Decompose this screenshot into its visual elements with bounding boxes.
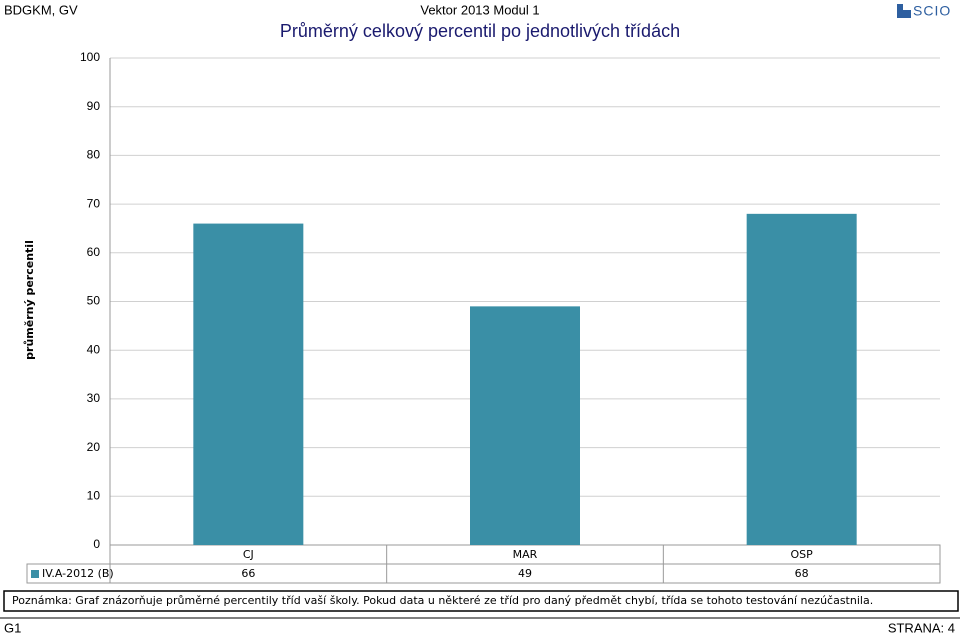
footer-left: G1 — [4, 620, 21, 635]
bar — [746, 213, 857, 545]
x-tick-label: CJ — [243, 548, 254, 561]
y-tick-label: 70 — [87, 196, 101, 210]
note: Poznámka: Graf znázorňuje průměrné perce… — [12, 594, 873, 607]
y-axis-label: průměrný percentil — [23, 240, 36, 360]
x-tick-label: OSP — [791, 548, 814, 561]
logo: SCIO — [897, 3, 951, 19]
module-name: Vektor 2013 Modul 1 — [420, 2, 539, 17]
table-value: 49 — [518, 567, 532, 580]
y-tick-label: 20 — [87, 440, 101, 454]
chart-title: Průměrný celkový percentil po jednotlivý… — [280, 21, 680, 41]
y-tick-label: 10 — [87, 488, 101, 502]
y-tick-label: 60 — [87, 245, 101, 259]
y-tick-label: 50 — [87, 294, 101, 308]
footer-right: STRANA: 4 — [888, 620, 955, 635]
y-tick-label: 90 — [87, 99, 101, 113]
logo-text: SCIO — [913, 3, 951, 19]
y-tick-label: 100 — [80, 50, 100, 64]
y-tick-label: 0 — [93, 537, 100, 551]
y-tick-label: 40 — [87, 342, 101, 356]
note-box — [3, 590, 959, 612]
table-value-row — [26, 563, 941, 584]
y-tick-label: 30 — [87, 391, 101, 405]
legend-label: IV.A-2012 (B) — [42, 567, 114, 580]
bar — [193, 223, 304, 545]
school-name: BDGKM, GV — [4, 2, 78, 17]
table-value: 66 — [241, 567, 255, 580]
bar — [470, 306, 580, 545]
x-tick-label: MAR — [513, 548, 538, 561]
table-value: 68 — [795, 567, 809, 580]
y-tick-label: 80 — [87, 148, 101, 162]
legend-key — [31, 570, 39, 578]
